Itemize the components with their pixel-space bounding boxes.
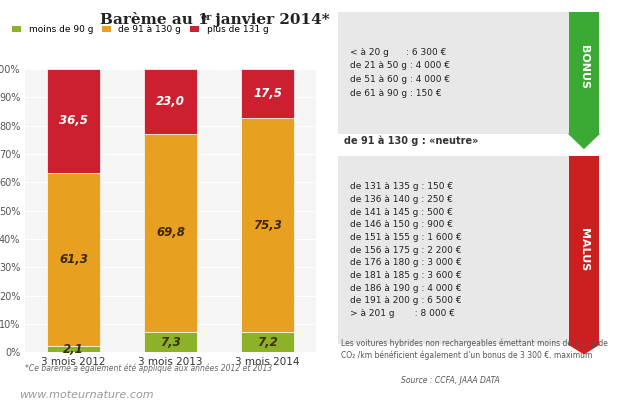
Text: www.moteurnature.com: www.moteurnature.com: [19, 390, 154, 400]
Text: BONUS: BONUS: [579, 45, 589, 89]
Bar: [241, 332, 295, 352]
Text: MALUS: MALUS: [579, 228, 589, 272]
Text: *Ce barème a également été appliqué aux années 2012 et 2013: *Ce barème a également été appliqué aux …: [25, 363, 272, 373]
Text: janvier 2014*: janvier 2014*: [210, 13, 329, 27]
Text: de 91 à 130 g : «neutre»: de 91 à 130 g : «neutre»: [344, 135, 479, 146]
Text: 7,2: 7,2: [257, 336, 278, 349]
Text: 36,5: 36,5: [59, 114, 88, 127]
Text: er: er: [201, 13, 212, 22]
Bar: [47, 173, 100, 346]
Bar: [144, 68, 197, 134]
Text: de 131 à 135 g : 150 €
de 136 à 140 g : 250 €
de 141 à 145 g : 500 €
de 146 à 15: de 131 à 135 g : 150 € de 136 à 140 g : …: [349, 182, 461, 318]
Bar: [241, 119, 295, 332]
Text: 17,5: 17,5: [253, 87, 282, 100]
Text: 7,3: 7,3: [161, 335, 181, 348]
Text: 23,0: 23,0: [156, 95, 185, 108]
Bar: [241, 69, 295, 119]
Bar: [144, 134, 197, 332]
Bar: [144, 332, 197, 352]
Text: Les voitures hybrides non rechargeables émettant moins de 110 g de
CO₂ /km bénéf: Les voitures hybrides non rechargeables …: [341, 339, 608, 360]
Text: 75,3: 75,3: [253, 219, 282, 232]
Legend: moins de 90 g, de 91 à 130 g, plus de 131 g: moins de 90 g, de 91 à 130 g, plus de 13…: [13, 25, 268, 34]
Text: 2,1: 2,1: [63, 343, 84, 356]
Text: 69,8: 69,8: [156, 226, 185, 239]
Text: Source : CCFA, JAAA DATA: Source : CCFA, JAAA DATA: [401, 376, 500, 385]
Polygon shape: [569, 134, 599, 148]
Bar: [47, 346, 100, 352]
Text: 61,3: 61,3: [59, 253, 88, 266]
Bar: [47, 69, 100, 173]
Polygon shape: [569, 344, 599, 354]
Text: Barème au 1: Barème au 1: [100, 13, 209, 27]
Text: < à 20 g      : 6 300 €
de 21 à 50 g : 4 000 €
de 51 à 60 g : 4 000 €
de 61 à 90: < à 20 g : 6 300 € de 21 à 50 g : 4 000 …: [349, 47, 450, 98]
